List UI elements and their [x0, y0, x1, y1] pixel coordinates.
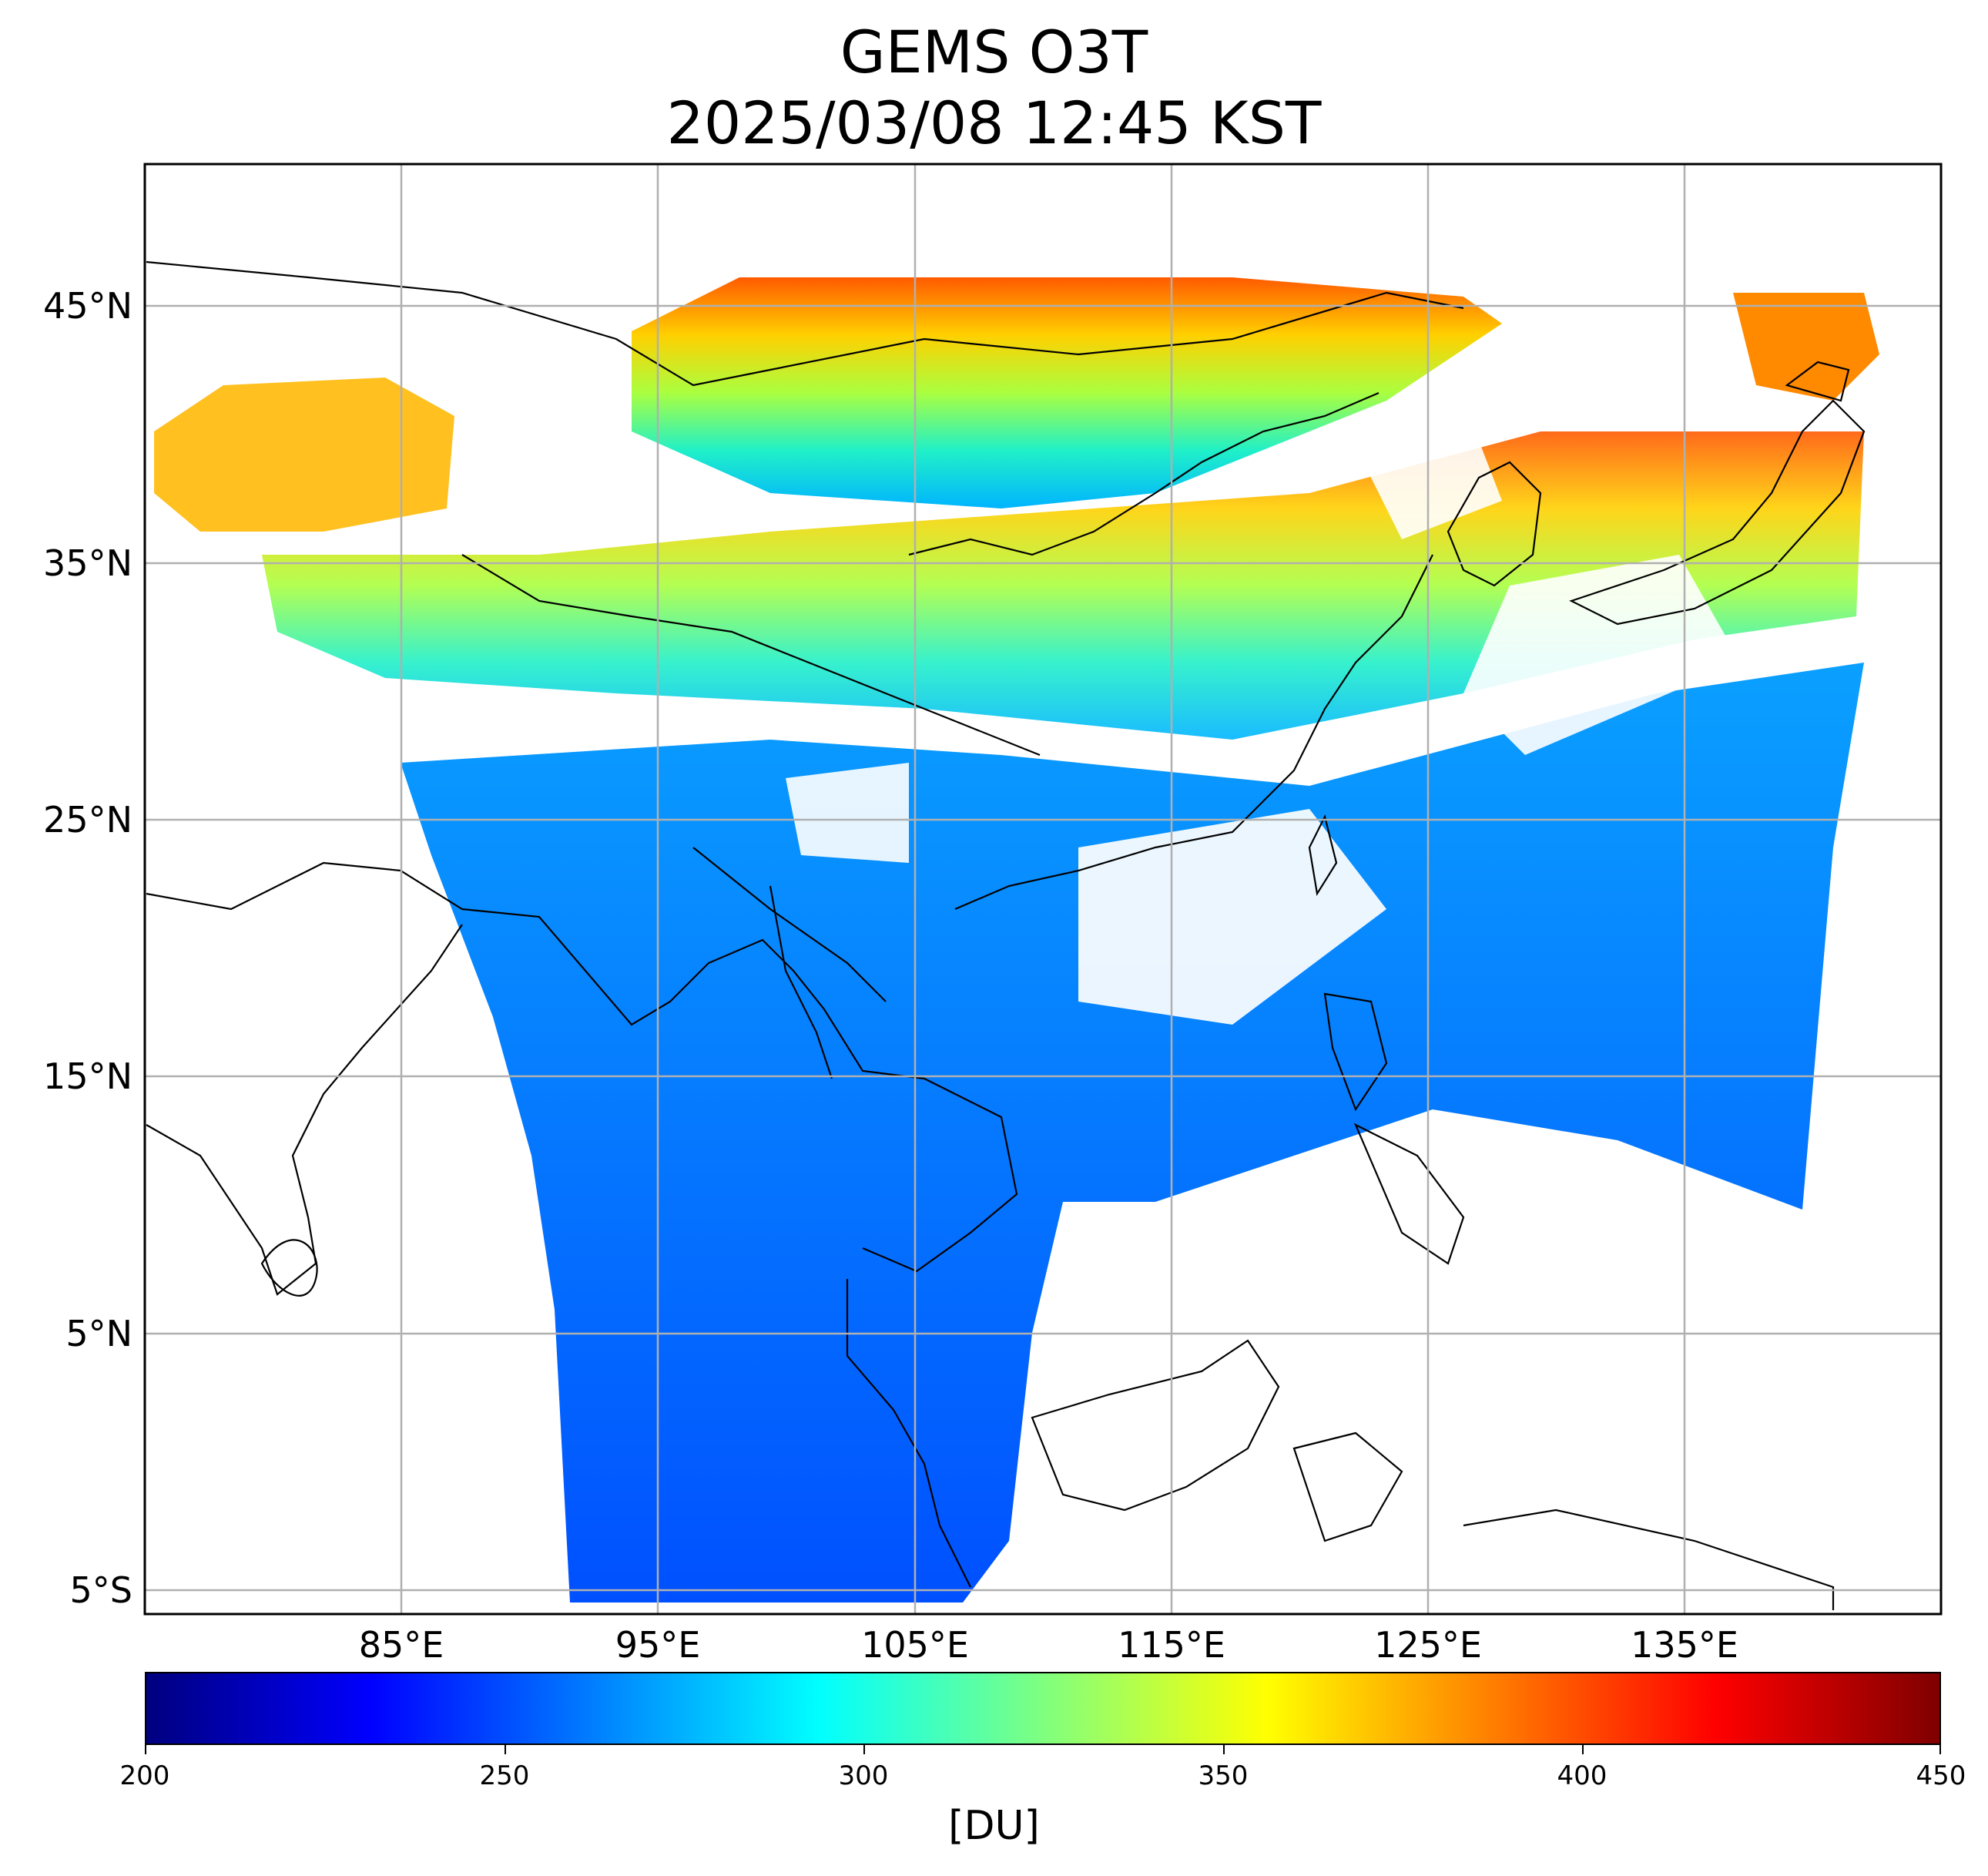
- ozone-swath-south: [401, 663, 1864, 1602]
- lat-label: 15°N: [43, 1055, 132, 1097]
- colorbar-tick-label: 400: [1557, 1760, 1607, 1791]
- colorbar: [145, 1672, 1941, 1745]
- map-timestamp: 2025/03/08 12:45 KST: [666, 89, 1322, 157]
- cloud-mask: [1463, 555, 1741, 755]
- lat-label: 25°N: [43, 799, 132, 841]
- ozone-swath-japan-east: [1733, 293, 1879, 401]
- cloud-mask: [1078, 809, 1386, 1025]
- colorbar-tick-label: 200: [119, 1760, 170, 1791]
- lon-label: 115°E: [1118, 1624, 1225, 1666]
- colorbar-unit-label: [DU]: [948, 1803, 1040, 1849]
- lat-label: 5°N: [65, 1313, 132, 1354]
- lat-label: 45°N: [43, 285, 132, 327]
- map-frame: [143, 163, 1943, 1616]
- map-title: GEMS O3T: [840, 18, 1148, 86]
- cloud-mask: [786, 763, 909, 863]
- lon-label: 95°E: [615, 1624, 701, 1666]
- map-gridlines: [145, 164, 1941, 1614]
- colorbar-tick-label: 350: [1198, 1760, 1249, 1791]
- ozone-swath-north: [632, 277, 1502, 508]
- lon-label: 105°E: [861, 1624, 969, 1666]
- lat-label: 5°S: [69, 1569, 132, 1611]
- lon-label: 135°E: [1631, 1624, 1738, 1666]
- lat-label: 35°N: [43, 542, 132, 584]
- colorbar-tick-label: 250: [479, 1760, 530, 1791]
- colorbar-tick-label: 300: [838, 1760, 889, 1791]
- lon-label: 85°E: [358, 1624, 444, 1666]
- coastlines: [146, 260, 1866, 1610]
- colorbar-tick-label: 450: [1916, 1760, 1966, 1791]
- lon-label: 125°E: [1374, 1624, 1482, 1666]
- ozone-swath-west: [154, 378, 454, 532]
- ozone-field: [146, 260, 1879, 1610]
